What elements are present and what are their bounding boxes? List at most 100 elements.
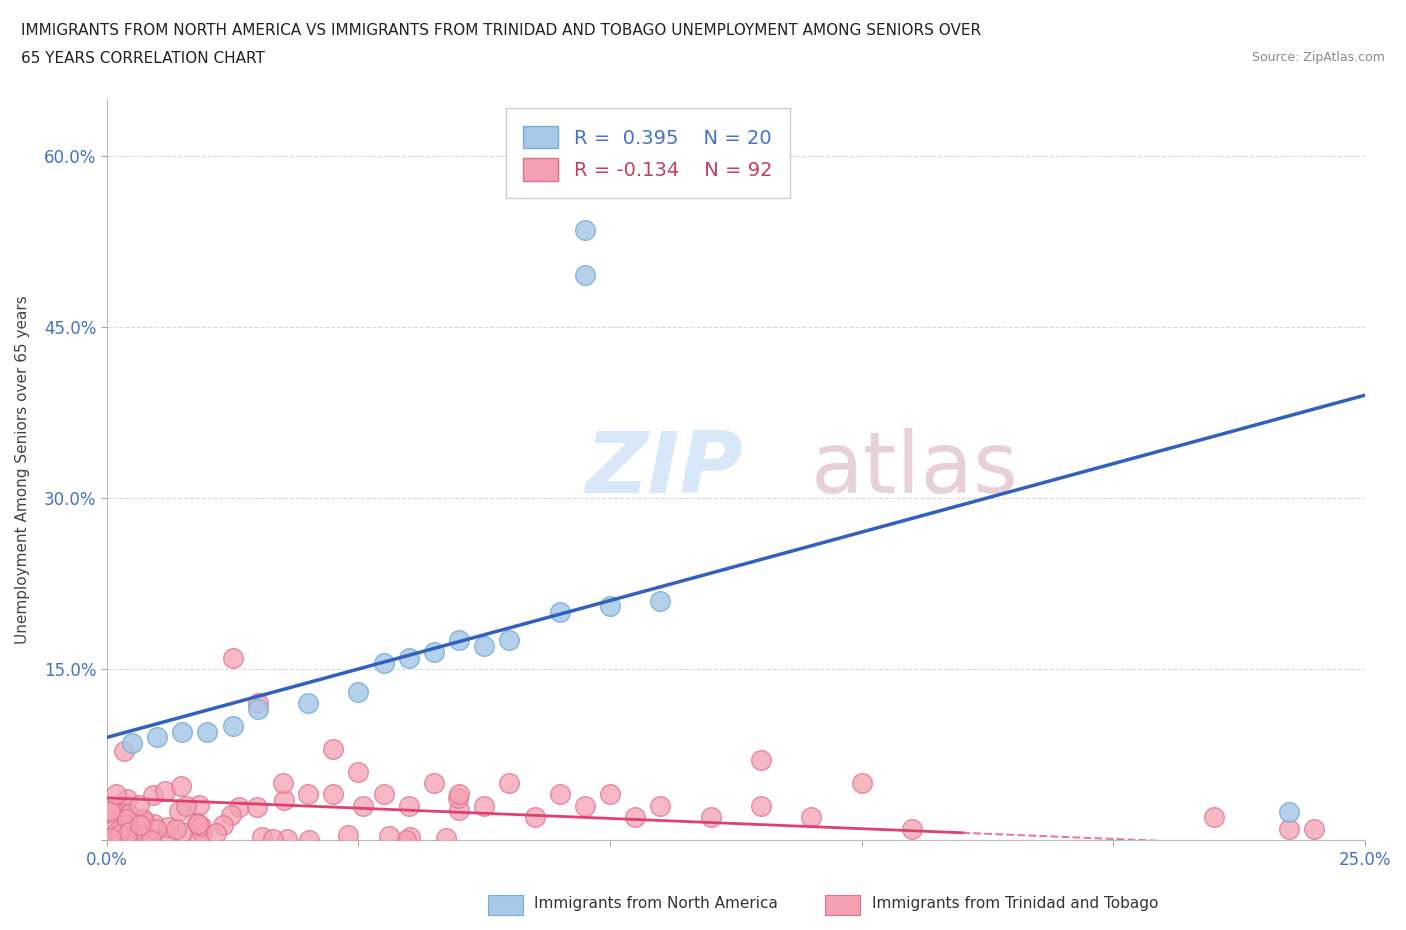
Point [297, 787, 319, 802]
Point [246, 701, 269, 716]
Point [191, 825, 214, 840]
Point [197, 724, 219, 739]
Point [120, 824, 142, 839]
Point [121, 736, 143, 751]
Point [851, 776, 873, 790]
Point [100, 830, 122, 845]
Point [129, 818, 152, 833]
Point [219, 807, 242, 822]
Point [115, 791, 138, 806]
Point [398, 799, 420, 814]
Point [100, 803, 122, 817]
Point [472, 639, 495, 654]
Point [373, 656, 395, 671]
Point [128, 798, 150, 813]
Point [395, 832, 418, 847]
Text: atlas: atlas [811, 428, 1019, 511]
Point [447, 790, 470, 805]
Point [297, 696, 319, 711]
Point [187, 817, 209, 831]
Point [574, 268, 596, 283]
Text: Immigrants from Trinidad and Tobago: Immigrants from Trinidad and Tobago [872, 897, 1159, 911]
Text: IMMIGRANTS FROM NORTH AMERICA VS IMMIGRANTS FROM TRINIDAD AND TOBAGO UNEMPLOYMEN: IMMIGRANTS FROM NORTH AMERICA VS IMMIGRA… [21, 23, 981, 38]
Point [624, 810, 647, 825]
Point [170, 778, 193, 793]
Text: ZIP: ZIP [585, 428, 742, 511]
Point [434, 830, 457, 845]
Point [498, 776, 520, 790]
Point [548, 787, 571, 802]
Point [262, 832, 284, 847]
Point [472, 799, 495, 814]
Point [447, 633, 470, 648]
Point [322, 787, 344, 802]
Point [157, 819, 180, 834]
Point [211, 818, 233, 833]
Point [523, 810, 546, 825]
Point [205, 826, 228, 841]
Point [176, 799, 198, 814]
Point [347, 684, 370, 699]
Point [246, 696, 269, 711]
Point [98, 804, 121, 818]
Point [152, 831, 174, 846]
Point [423, 644, 446, 659]
Point [153, 784, 176, 799]
Point [108, 827, 131, 842]
Point [118, 807, 141, 822]
Point [498, 633, 520, 648]
Y-axis label: Unemployment Among Seniors over 65 years: Unemployment Among Seniors over 65 years [15, 295, 30, 644]
Point [131, 825, 153, 840]
Point [901, 821, 924, 836]
Point [165, 822, 187, 837]
Point [398, 830, 420, 844]
Point [749, 799, 772, 814]
Point [117, 812, 139, 827]
Point [228, 800, 250, 815]
Point [170, 824, 193, 839]
Point [115, 830, 138, 845]
Point [134, 829, 156, 844]
Point [141, 832, 163, 847]
Point [699, 810, 721, 825]
Point [114, 817, 136, 832]
Point [112, 744, 135, 759]
Point [145, 821, 167, 836]
Point [398, 650, 420, 665]
Point [186, 816, 208, 830]
Point [112, 803, 135, 817]
Legend: R =  0.395    N = 20, R = -0.134    N = 92: R = 0.395 N = 20, R = -0.134 N = 92 [506, 109, 790, 198]
Text: 65 YEARS CORRELATION CHART: 65 YEARS CORRELATION CHART [21, 51, 264, 66]
Point [271, 776, 294, 790]
Text: Source: ZipAtlas.com: Source: ZipAtlas.com [1251, 51, 1385, 64]
Point [188, 798, 211, 813]
Point [103, 821, 125, 836]
Point [1303, 821, 1326, 836]
Point [221, 650, 243, 665]
Point [111, 805, 134, 820]
Point [1202, 810, 1225, 825]
Point [221, 719, 243, 734]
Point [574, 222, 596, 237]
Point [378, 829, 401, 844]
Point [143, 817, 166, 831]
Point [276, 831, 298, 846]
Point [132, 813, 155, 828]
Point [599, 787, 621, 802]
Point [650, 799, 672, 814]
Point [1278, 821, 1301, 836]
Point [322, 741, 344, 756]
Text: Immigrants from North America: Immigrants from North America [534, 897, 778, 911]
Point [347, 764, 370, 779]
Point [101, 828, 124, 843]
Point [1278, 804, 1301, 819]
Point [187, 831, 209, 846]
Point [146, 730, 169, 745]
Point [190, 818, 212, 833]
Point [650, 593, 672, 608]
Point [449, 803, 471, 817]
Point [135, 828, 157, 843]
Point [352, 799, 374, 814]
Point [125, 831, 148, 846]
Point [105, 786, 128, 801]
